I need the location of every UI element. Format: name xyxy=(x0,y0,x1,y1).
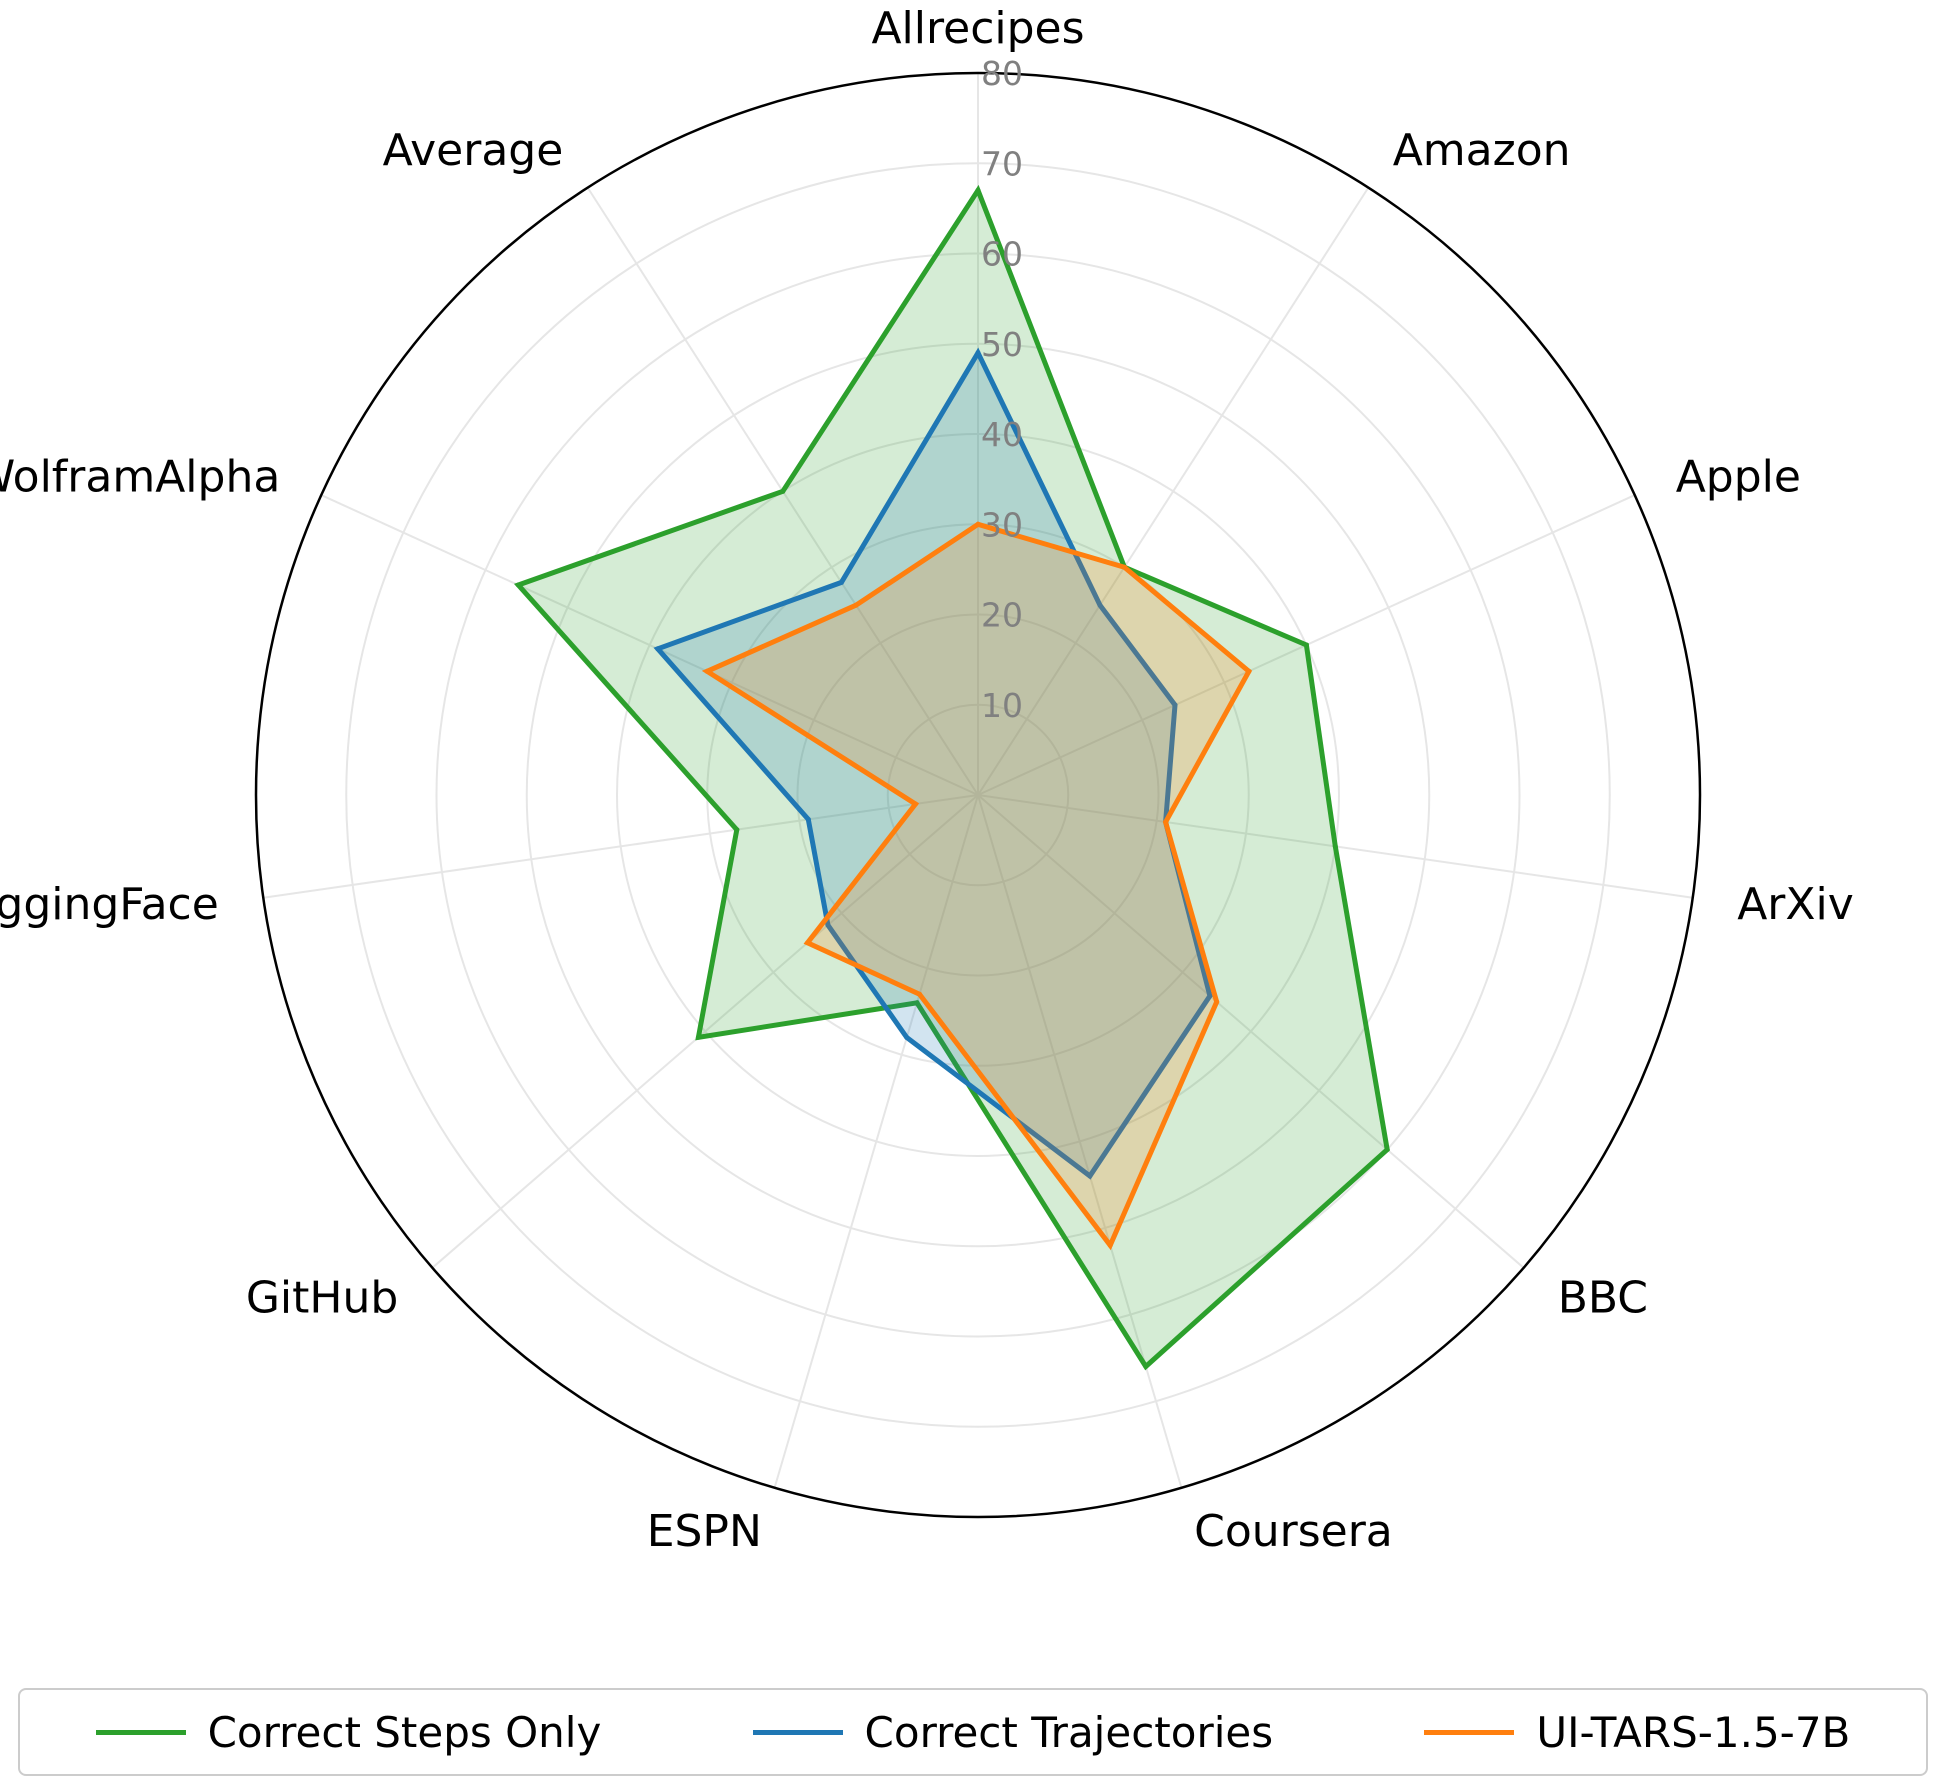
axis-label-wolframalpha: WolframAlpha xyxy=(0,451,280,502)
series-point-ui-tars-1-5-7b-bbc xyxy=(1214,999,1220,1005)
series-point-ui-tars-1-5-7b-amazon xyxy=(1121,564,1127,570)
series-point-correct-trajectories-amazon xyxy=(1097,602,1103,608)
axis-label-espn: ESPN xyxy=(647,1506,762,1557)
series-point-correct-trajectories-espn xyxy=(904,1035,910,1040)
series-point-correct-steps-only-apple xyxy=(1303,642,1309,648)
series-point-ui-tars-1-5-7b-arxiv xyxy=(1163,819,1169,825)
series-point-ui-tars-1-5-7b-huggingface xyxy=(913,801,918,807)
series-area-ui-tars-1-5-7b xyxy=(707,524,1249,1246)
tick-label-80: 80 xyxy=(981,54,1023,93)
series-point-correct-steps-only-coursera xyxy=(1143,1364,1149,1369)
series-point-ui-tars-1-5-7b-github xyxy=(805,940,810,946)
axis-label-coursera: Coursera xyxy=(1194,1506,1393,1557)
tick-label-50: 50 xyxy=(981,325,1023,364)
series-area-correct-steps-only xyxy=(518,190,1388,1367)
series-point-ui-tars-1-5-7b-allrecipes xyxy=(975,521,981,527)
series-point-correct-steps-only-huggingface xyxy=(734,827,740,833)
grid-spoke-huggingface xyxy=(263,794,979,899)
grid-spoke-github xyxy=(431,794,979,1269)
legend-label-ui-tars: UI-TARS-1.5-7B xyxy=(1536,1707,1851,1757)
axis-label-bbc: BBC xyxy=(1558,1272,1648,1323)
series-point-correct-steps-only-espn xyxy=(914,1000,920,1006)
outer-frame xyxy=(254,71,1702,1519)
series-point-correct-trajectories-allrecipes xyxy=(975,350,981,356)
legend-swatch-correct-steps-only xyxy=(95,1729,186,1735)
axis-label-huggingface: HuggingFace xyxy=(0,879,219,930)
series-point-ui-tars-1-5-7b-coursera xyxy=(1107,1242,1113,1248)
legend: Correct Steps Only Correct Trajectories … xyxy=(18,1688,1928,1776)
series-point-correct-trajectories-apple xyxy=(1172,702,1178,708)
grid-spoke-wolframalpha xyxy=(320,494,979,796)
series-area-correct-trajectories xyxy=(657,352,1210,1176)
legend-label-correct-steps-only: Correct Steps Only xyxy=(207,1707,602,1757)
series-point-ui-tars-1-5-7b-average xyxy=(853,602,859,608)
series-line-correct-steps-only xyxy=(513,184,1390,1371)
axis-label-average: Average xyxy=(383,125,564,176)
grid-spoke-coursera xyxy=(977,794,1183,1489)
grid-spoke-amazon xyxy=(977,187,1370,796)
series-point-correct-trajectories-wolframalpha xyxy=(655,646,661,652)
axis-label-allrecipes: Allrecipes xyxy=(871,3,1084,54)
axis-label-arxiv: ArXiv xyxy=(1737,879,1854,930)
series-point-correct-trajectories-bbc xyxy=(1207,993,1213,999)
legend-item-correct-steps-only: Correct Steps Only xyxy=(95,1707,602,1757)
axis-label-apple: Apple xyxy=(1676,451,1801,502)
series-point-correct-steps-only-bbc xyxy=(1384,1147,1390,1153)
tick-label-20: 20 xyxy=(981,596,1023,635)
series-point-correct-steps-only-wolframalpha xyxy=(515,582,521,588)
legend-label-correct-trajectories: Correct Trajectories xyxy=(864,1707,1274,1757)
series-point-ui-tars-1-5-7b-espn xyxy=(917,991,922,997)
legend-swatch-correct-trajectories xyxy=(752,1729,843,1735)
series-point-correct-trajectories-huggingface xyxy=(805,816,811,822)
tick-label-70: 70 xyxy=(981,144,1023,183)
series-line-correct-trajectories xyxy=(653,347,1213,1180)
tick-label-40: 40 xyxy=(981,415,1023,454)
series-point-correct-steps-only-arxiv xyxy=(1332,843,1338,849)
grid-spoke-bbc xyxy=(977,794,1525,1269)
series-point-correct-trajectories-coursera xyxy=(1087,1173,1093,1179)
series-point-ui-tars-1-5-7b-wolframalpha xyxy=(704,668,710,674)
legend-item-correct-trajectories: Correct Trajectories xyxy=(752,1707,1274,1757)
series-point-ui-tars-1-5-7b-apple xyxy=(1246,668,1252,674)
tick-label-60: 60 xyxy=(981,235,1023,274)
series-point-correct-trajectories-average xyxy=(838,579,844,585)
series-line-ui-tars-1-5-7b xyxy=(701,521,1253,1251)
series-point-correct-steps-only-average xyxy=(780,488,786,494)
tick-label-10: 10 xyxy=(981,686,1023,725)
legend-swatch-ui-tars xyxy=(1424,1729,1515,1735)
axis-label-amazon: Amazon xyxy=(1393,125,1571,176)
series-point-correct-trajectories-github xyxy=(825,922,831,928)
grid-spoke-espn xyxy=(773,794,979,1489)
series-point-correct-steps-only-allrecipes xyxy=(975,187,981,193)
tick-label-30: 30 xyxy=(981,505,1023,544)
series-layer xyxy=(513,184,1390,1371)
series-point-correct-steps-only-github xyxy=(695,1034,701,1040)
legend-item-ui-tars: UI-TARS-1.5-7B xyxy=(1424,1708,1850,1757)
axis-label-github: GitHub xyxy=(246,1272,398,1323)
